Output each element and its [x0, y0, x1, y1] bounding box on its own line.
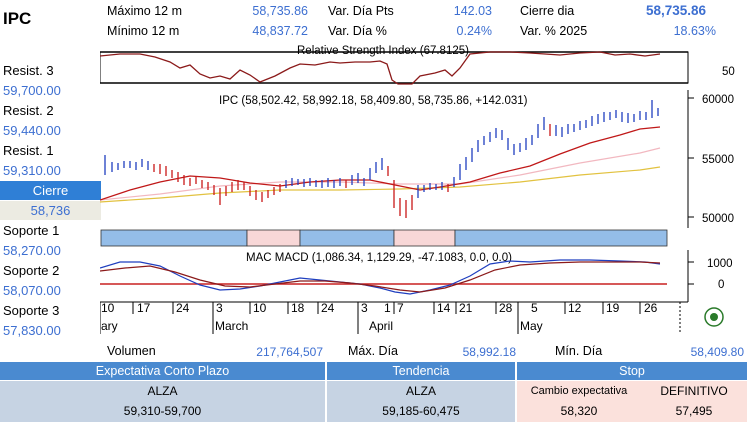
- close-badge: Cierre: [0, 181, 101, 200]
- price-label: IPC (58,502.42, 58,992.18, 58,409.80, 58…: [219, 95, 528, 107]
- stop-header: Stop: [517, 362, 747, 380]
- resist-3-label: Resist. 3: [3, 63, 54, 78]
- day-label: 5: [531, 301, 538, 315]
- trend-header: Tendencia: [327, 362, 515, 380]
- volume-value: 217,764,507: [256, 345, 323, 359]
- day-label: 19: [606, 301, 620, 315]
- logo-icon: [704, 307, 724, 327]
- macd-tick-0: 0: [718, 279, 724, 291]
- day-label: 7: [397, 301, 404, 315]
- resist-1-value: 59,310.00: [3, 163, 61, 178]
- stop-final-label: DEFINITIVO: [641, 381, 747, 401]
- date-axis: 10 17 24 3 10 18 24 3 1 7 14 21 28 5 12 …: [100, 301, 724, 334]
- day-label: 18: [291, 301, 305, 315]
- stock-chart: Relative Strength Index (67.8125) 50 600…: [100, 45, 735, 334]
- macd-label: MAC MACD (1,086.34, 1,129.29, -47.1083, …: [246, 252, 512, 264]
- var-day-pts-value: 142.03: [453, 4, 492, 18]
- price-tick-55000: 55000: [702, 154, 734, 166]
- support-1-label: Soporte 1: [3, 223, 60, 238]
- stop-final-value: 57,495: [641, 401, 747, 422]
- rsi-line: [100, 51, 661, 85]
- day-label: 26: [644, 301, 658, 315]
- day-label: 24: [176, 301, 190, 315]
- signal-line: [100, 261, 661, 293]
- rsi-panel: Relative Strength Index (67.8125) 50: [100, 45, 735, 85]
- day-label: 10: [253, 301, 267, 315]
- resist-3-value: 59,700.00: [3, 83, 61, 98]
- support-3-label: Soporte 3: [3, 303, 60, 318]
- ma-short-line: [100, 126, 661, 201]
- price-tick-60000: 60000: [702, 94, 734, 106]
- stop-change-value: 58,320: [517, 401, 641, 422]
- var-day-pct-label: Var. Día %: [328, 24, 387, 38]
- day-label: 3: [361, 301, 368, 315]
- resist-1-label: Resist. 1: [3, 143, 54, 158]
- var-day-pts-label: Var. Día Pts: [328, 4, 394, 18]
- day-label: 17: [137, 301, 151, 315]
- ma-mid-line: [100, 147, 661, 201]
- price-tick-50000: 50000: [702, 213, 734, 225]
- var-year-value: 18.63%: [673, 24, 716, 38]
- month-label: May: [520, 319, 543, 333]
- close-day-label: Cierre dia: [520, 4, 575, 18]
- day-label: 10: [101, 301, 115, 315]
- price-panel: 60000 55000 50000 IPC (58,502.42, 58,992…: [100, 90, 734, 228]
- day-label: 3: [216, 301, 223, 315]
- min-day-label: Mín. Día: [555, 344, 603, 358]
- day-label: 12: [568, 301, 582, 315]
- max-12m-label: Máximo 12 m: [107, 4, 183, 18]
- month-label: April: [369, 319, 393, 333]
- rsi-label: Relative Strength Index (67.8125): [297, 45, 469, 57]
- max-day-label: Máx. Día: [348, 344, 399, 358]
- month-label: March: [215, 319, 248, 333]
- expectation-header: Expectativa Corto Plazo: [0, 362, 325, 380]
- price-bars: [104, 100, 659, 218]
- min-12m-label: Mínimo 12 m: [107, 24, 180, 38]
- min-12m-value: 48,837.72: [252, 24, 308, 38]
- support-3-value: 57,830.00: [3, 323, 61, 338]
- page-title: IPC: [3, 9, 32, 28]
- resist-2-label: Resist. 2: [3, 103, 54, 118]
- max-day-value: 58,992.18: [462, 345, 516, 359]
- expectation-value: ALZA: [0, 381, 325, 401]
- ma-long-line: [100, 166, 661, 203]
- support-1-value: 58,270.00: [3, 243, 61, 258]
- rsi-tick-50: 50: [722, 66, 735, 78]
- support-2-value: 58,070.00: [3, 283, 61, 298]
- expectation-range: 59,310-59,700: [0, 401, 325, 422]
- stop-change-label: Cambio expectativa: [517, 381, 641, 401]
- var-year-label: Var. % 2025: [520, 24, 588, 38]
- volume-label: Volumen: [107, 344, 156, 358]
- macd-line: [100, 259, 661, 295]
- macd-tick-1000: 1000: [707, 258, 733, 270]
- trend-value: ALZA: [327, 381, 515, 401]
- trend-range: 59,185-60,475: [327, 401, 515, 422]
- day-label: 1: [384, 301, 391, 315]
- close-day-value: 58,735.86: [645, 3, 706, 18]
- day-label: 28: [499, 301, 513, 315]
- var-day-pct-value: 0.24%: [456, 24, 492, 38]
- day-label: 14: [437, 301, 451, 315]
- resist-2-value: 59,440.00: [3, 123, 61, 138]
- min-day-value: 58,409.80: [690, 345, 744, 359]
- support-2-label: Soporte 2: [3, 263, 60, 278]
- month-label: ary: [101, 319, 118, 333]
- day-label: 21: [459, 301, 473, 315]
- max-12m-value: 58,735.86: [252, 4, 308, 18]
- trend-strip: [100, 229, 668, 247]
- macd-panel: 1000 0 MAC MACD (1,086.34, 1,129.29, -47…: [100, 250, 733, 302]
- day-label: 24: [321, 301, 335, 315]
- close-badge-value: 58,736: [0, 201, 101, 220]
